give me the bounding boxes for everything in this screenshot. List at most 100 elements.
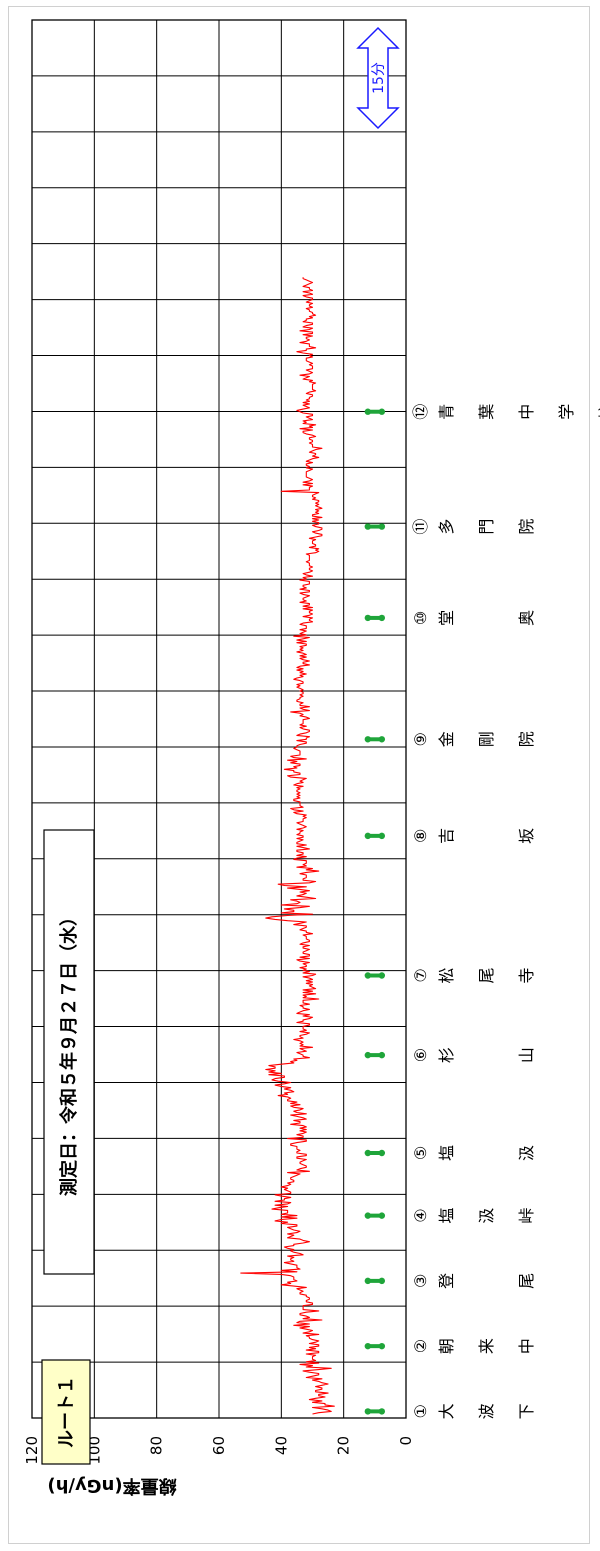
location-name-char: 剛 — [477, 731, 496, 747]
marker-end — [364, 408, 372, 415]
location-marker — [364, 736, 386, 743]
location-marker — [364, 408, 386, 415]
marker-end — [378, 1408, 386, 1415]
location-number: ⑦ — [411, 968, 430, 982]
location-number: ③ — [411, 1274, 430, 1288]
y-tick-label: 20 — [335, 1436, 353, 1455]
location-number: ⑪ — [411, 519, 430, 535]
location-number: ⑩ — [411, 611, 430, 625]
route-label: ルート１ — [56, 1376, 77, 1448]
dose-rate-series — [240, 277, 335, 1415]
series-line — [240, 277, 335, 1415]
location-name-char: 朝 — [437, 1338, 456, 1354]
y-tick-label: 80 — [148, 1436, 166, 1455]
location-marker — [364, 1408, 386, 1415]
chart-frame — [8, 6, 590, 1544]
marker-end — [378, 1051, 386, 1059]
double-arrow-icon — [356, 26, 400, 130]
location-number: ② — [411, 1339, 430, 1353]
marker-end — [378, 972, 386, 979]
marker-end — [378, 1342, 386, 1350]
date-title-box: 測定日：令和５年９月２７日（水） — [43, 829, 95, 1275]
marker-end — [364, 523, 372, 530]
location-name-char: 葉 — [477, 404, 496, 420]
location-name-char: 松 — [437, 967, 456, 983]
time-scale-indicator: 15分 — [356, 26, 400, 130]
location-name-char: 坂 — [517, 828, 536, 844]
location-marker — [364, 1051, 386, 1059]
marker-end — [378, 1277, 386, 1285]
marker-end — [364, 1051, 372, 1059]
location-name-char: 来 — [477, 1338, 496, 1354]
marker-end — [364, 972, 372, 979]
location-number: ⑫ — [411, 404, 430, 420]
marker-end — [364, 1342, 372, 1350]
y-axis-label: 線量率(nGy/h) — [47, 1475, 176, 1497]
location-name-char: 学 — [557, 404, 576, 420]
location-name-char: 奥 — [517, 610, 536, 626]
marker-end — [364, 614, 372, 622]
route-label-box: ルート１ — [41, 1359, 91, 1465]
marker-end — [378, 1149, 386, 1157]
location-name-char: 中 — [517, 404, 536, 420]
location-number: ⑧ — [411, 829, 430, 843]
location-number: ⑤ — [411, 1146, 430, 1160]
location-name-char: 波 — [477, 1403, 496, 1419]
y-tick-label: 40 — [272, 1436, 290, 1455]
location-name-char: 大 — [437, 1403, 456, 1419]
location-labels: ① 大波下② 朝来中③ 登尾④ 塩汲峠⑤ 塩汲⑥ 杉山⑦ 松尾寺⑧ 吉坂⑨ 金剛院⑩ 堂奥⑪ 多門院⑫… — [411, 404, 600, 1420]
location-marker — [364, 832, 386, 840]
location-name-char: 塩 — [437, 1145, 456, 1161]
location-number: ④ — [411, 1208, 430, 1222]
location-name-char: 院 — [517, 731, 536, 747]
location-name-char: 校 — [597, 404, 600, 420]
location-marker — [364, 523, 386, 530]
location-name-char: 峠 — [517, 1208, 536, 1224]
marker-end — [364, 1149, 372, 1157]
location-name-char: 汲 — [517, 1145, 536, 1161]
location-name-char: 門 — [477, 519, 496, 535]
chart-title: 測定日：令和５年９月２７日（水） — [58, 908, 80, 1196]
location-marker — [364, 1212, 386, 1219]
location-marker — [364, 614, 386, 622]
marker-end — [378, 614, 386, 622]
location-marker — [364, 972, 386, 979]
location-name-char: 青 — [437, 404, 456, 420]
y-tick-label: 120 — [23, 1436, 41, 1465]
location-name-char: 汲 — [477, 1208, 496, 1224]
location-name-char: 金 — [437, 731, 456, 747]
location-name-char: 尾 — [477, 967, 496, 983]
marker-end — [378, 736, 386, 743]
location-name-char: 塩 — [437, 1208, 456, 1224]
location-name-char: 多 — [437, 519, 456, 535]
location-name-char: 尾 — [517, 1273, 536, 1289]
location-name-char: 杉 — [437, 1047, 456, 1063]
marker-end — [378, 523, 386, 530]
location-number: ⑨ — [411, 732, 430, 746]
time-scale-label: 15分 — [371, 62, 387, 94]
marker-end — [378, 408, 386, 415]
location-number: ① — [411, 1404, 430, 1418]
location-name-char: 山 — [517, 1047, 536, 1063]
location-name-char: 堂 — [437, 610, 456, 626]
marker-end — [364, 1212, 372, 1219]
location-name-char: 吉 — [437, 828, 456, 844]
location-name-char: 寺 — [517, 967, 536, 983]
marker-end — [364, 832, 372, 840]
location-name-char: 下 — [517, 1403, 536, 1419]
location-markers — [364, 408, 386, 1415]
marker-end — [364, 1277, 372, 1285]
marker-end — [364, 1408, 372, 1415]
location-name-char: 院 — [517, 519, 536, 535]
location-marker — [364, 1277, 386, 1285]
y-tick-label: 0 — [397, 1436, 415, 1446]
location-marker — [364, 1149, 386, 1157]
location-name-char: 登 — [437, 1273, 456, 1289]
marker-end — [364, 736, 372, 743]
location-number: ⑥ — [411, 1048, 430, 1062]
marker-end — [378, 1212, 386, 1219]
location-marker — [364, 1342, 386, 1350]
location-name-char: 中 — [517, 1338, 536, 1354]
